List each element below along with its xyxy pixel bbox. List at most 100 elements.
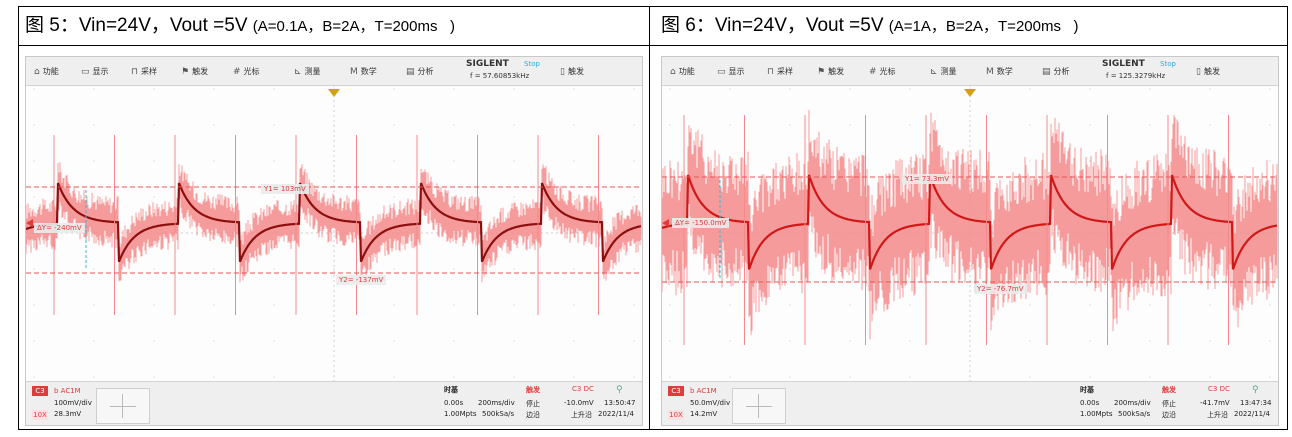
- menu-cursor[interactable]: # 光标: [869, 67, 896, 77]
- menu-analysis[interactable]: ▤ 分析: [406, 67, 434, 77]
- trigger-state: 停止: [526, 400, 540, 408]
- math-icon: M: [986, 67, 994, 77]
- add-channel-button[interactable]: [732, 388, 786, 424]
- grid-dot: [213, 88, 215, 90]
- menu-measure[interactable]: ⊾ 测量: [294, 67, 321, 77]
- grid-dot: [93, 340, 95, 342]
- menu-trigger[interactable]: ⚑ 触发: [817, 67, 845, 77]
- grid-dot: [849, 376, 851, 378]
- channel-tag[interactable]: C3: [668, 386, 684, 396]
- home-icon: ⌂: [670, 67, 676, 77]
- channel-marker-icon[interactable]: [26, 219, 33, 227]
- grid-dot: [1029, 124, 1031, 126]
- grid-dot: [633, 160, 635, 162]
- menu-function[interactable]: ⌂ 功能: [670, 67, 695, 77]
- grid-dot: [1149, 124, 1151, 126]
- display-icon: ▭: [81, 67, 90, 77]
- menu-acquire[interactable]: ⊓ 采样: [767, 67, 794, 77]
- grid-dot: [513, 88, 515, 90]
- menu-analysis[interactable]: ▤ 分析: [1042, 67, 1070, 77]
- status-bar: C3 b AC1M 100mV/div 10X 28.3mV 时基 触发 C3 …: [26, 381, 642, 425]
- grid-dot: [633, 268, 635, 270]
- grid-dot: [1269, 160, 1271, 162]
- grid-dot: [1149, 340, 1151, 342]
- menu-cursor[interactable]: # 光标: [233, 67, 260, 77]
- menu-measure[interactable]: ⊾ 测量: [930, 67, 957, 77]
- grid-dot: [93, 376, 95, 378]
- menu-trigger-right[interactable]: ▯ 触发: [1196, 67, 1220, 77]
- frequency-readout: f = 125.3279kHz: [1106, 72, 1166, 80]
- cursor-y1-label: Y1= 103mV: [261, 184, 309, 194]
- grid-dot: [213, 196, 215, 198]
- grid-dot: [453, 304, 455, 306]
- grid-dot: [93, 88, 95, 90]
- grid-dot: [273, 340, 275, 342]
- grid-dot: [573, 124, 575, 126]
- cursor-y2-label: Y2= -76.7mV: [974, 284, 1027, 294]
- grid-dot: [669, 88, 671, 90]
- grid-dot: [1209, 124, 1211, 126]
- grid-dot: [1269, 196, 1271, 198]
- coupling: b AC1M: [54, 387, 81, 395]
- grid-dot: [1209, 340, 1211, 342]
- grid-dot: [1089, 340, 1091, 342]
- grid-dot: [789, 268, 791, 270]
- brand-logo: SIGLENT: [1102, 59, 1145, 69]
- channel-marker-icon[interactable]: [662, 219, 669, 227]
- trigger-position-icon[interactable]: [964, 89, 976, 97]
- grid-dot: [633, 88, 635, 90]
- grid-dot: [909, 88, 911, 90]
- menu-display[interactable]: ▭ 显示: [81, 67, 109, 77]
- grid-dot: [273, 376, 275, 378]
- grid-dot: [513, 304, 515, 306]
- grid-dot: [333, 232, 335, 234]
- memory-depth: 1.00Mpts: [1080, 410, 1113, 418]
- time-per-div: 200ms/div: [1114, 399, 1151, 407]
- grid-dot: [909, 304, 911, 306]
- grid-dot: [1209, 160, 1211, 162]
- menu-function[interactable]: ⌂ 功能: [34, 67, 59, 77]
- grid-dot: [393, 304, 395, 306]
- menu-acquire[interactable]: ⊓ 采样: [131, 67, 158, 77]
- timebase-label: 时基: [1080, 386, 1094, 394]
- grid-dot: [1149, 88, 1151, 90]
- timebase-label: 时基: [444, 386, 458, 394]
- grid-dot: [1089, 88, 1091, 90]
- grid-dot: [513, 376, 515, 378]
- grid-dot: [33, 124, 35, 126]
- flag-icon: ⚑: [181, 67, 190, 77]
- grid-dot: [93, 304, 95, 306]
- delta-y-label: ΔY= -150.0mV: [672, 218, 730, 228]
- grid-dot: [153, 124, 155, 126]
- channel-tag[interactable]: C3: [32, 386, 48, 396]
- trigger-position-icon[interactable]: [328, 89, 340, 97]
- menu-trigger-right[interactable]: ▯ 触发: [560, 67, 584, 77]
- sample-rate: 500kSa/s: [482, 410, 515, 418]
- grid-dot: [453, 88, 455, 90]
- menu-math[interactable]: M 数学: [986, 67, 1013, 77]
- menu-trigger[interactable]: ⚑ 触发: [181, 67, 209, 77]
- menu-math[interactable]: M 数学: [350, 67, 377, 77]
- clock: 13:47:34: [1240, 399, 1272, 407]
- grid-dot: [909, 268, 911, 270]
- trigger-label: 触发: [1162, 386, 1176, 394]
- caption-params: (A=1A，B=2A，T=200ms ): [888, 18, 1079, 35]
- trigger-state: 停止: [1162, 400, 1176, 408]
- grid-dot: [789, 304, 791, 306]
- grid-dot: [93, 160, 95, 162]
- menu-display[interactable]: ▭ 显示: [717, 67, 745, 77]
- grid-dot: [669, 340, 671, 342]
- row-divider: [19, 45, 1287, 46]
- grid-dot: [1029, 160, 1031, 162]
- home-icon: ⌂: [34, 67, 40, 77]
- grid-dot: [729, 88, 731, 90]
- trigger-icon: ▯: [560, 67, 565, 77]
- grid-dot: [513, 196, 515, 198]
- grid-dot: [93, 124, 95, 126]
- time-per-div: 200ms/div: [478, 399, 515, 407]
- grid-dot: [393, 268, 395, 270]
- add-channel-button[interactable]: [96, 388, 150, 424]
- grid-dot: [1149, 196, 1151, 198]
- grid-dot: [153, 196, 155, 198]
- grid-dot: [633, 124, 635, 126]
